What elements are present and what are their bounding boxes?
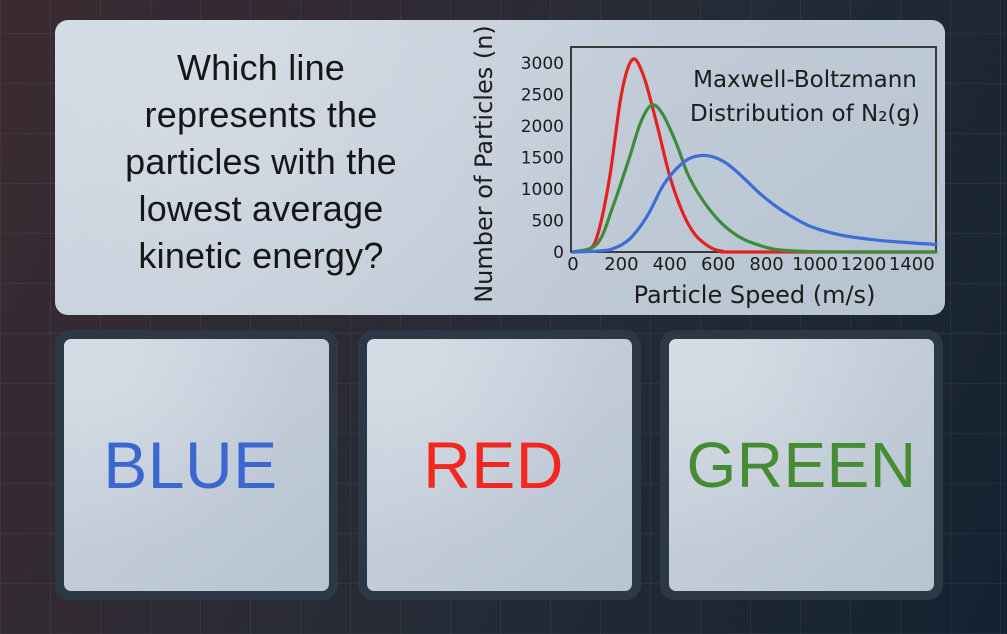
question-line: lowest average bbox=[138, 188, 384, 229]
answer-label-red: RED bbox=[423, 428, 564, 502]
chart-title-line-2: Distribution of N₂(g) bbox=[690, 101, 920, 127]
y-axis-label: Number of Particles (n) bbox=[470, 26, 498, 303]
y-tick-label: 0 bbox=[553, 243, 564, 263]
curve-blue bbox=[571, 153, 938, 254]
answer-panel: BLUE bbox=[64, 339, 329, 591]
x-tick-label: 1200 bbox=[840, 254, 886, 275]
y-tick-label: 1000 bbox=[521, 180, 564, 200]
question-line: kinetic energy? bbox=[138, 235, 384, 276]
x-axis-label: Particle Speed (m/s) bbox=[634, 281, 876, 309]
question-text: Which line represents the particles with… bbox=[55, 44, 467, 279]
y-tick-label: 1500 bbox=[521, 148, 564, 168]
question-line: particles with the bbox=[125, 141, 397, 182]
answer-button-red[interactable]: RED bbox=[358, 330, 641, 600]
curve-green bbox=[571, 103, 938, 254]
answer-panel: RED bbox=[367, 339, 632, 591]
answer-label-green: GREEN bbox=[686, 429, 917, 501]
question-line: Which line bbox=[176, 47, 346, 88]
y-tick-label: 3000 bbox=[521, 54, 564, 74]
answer-panel: GREEN bbox=[669, 339, 934, 591]
y-tick-label: 2000 bbox=[521, 117, 564, 137]
x-tick-label: 200 bbox=[604, 254, 638, 275]
question-card: Which line represents the particles with… bbox=[55, 20, 945, 315]
maxwell-boltzmann-chart: 0 500 1000 1500 2000 2500 3000 0 200 400 600 800 100… bbox=[470, 26, 938, 309]
answer-button-green[interactable]: GREEN bbox=[660, 330, 943, 600]
y-tick-label: 2500 bbox=[521, 85, 564, 105]
x-tick-label: 0 bbox=[567, 254, 578, 275]
curve-red bbox=[571, 57, 938, 254]
answer-label-blue: BLUE bbox=[103, 428, 278, 502]
chart-title-line-1: Maxwell-Boltzmann bbox=[693, 67, 917, 93]
x-tick-label: 800 bbox=[749, 254, 783, 275]
x-tick-label: 400 bbox=[653, 254, 687, 275]
question-line: represents the bbox=[144, 94, 378, 135]
x-tick-label: 1000 bbox=[792, 254, 838, 275]
answer-button-blue[interactable]: BLUE bbox=[55, 330, 338, 600]
x-tick-label: 1400 bbox=[889, 254, 935, 275]
y-tick-label: 500 bbox=[532, 211, 564, 231]
x-tick-label: 600 bbox=[701, 254, 735, 275]
